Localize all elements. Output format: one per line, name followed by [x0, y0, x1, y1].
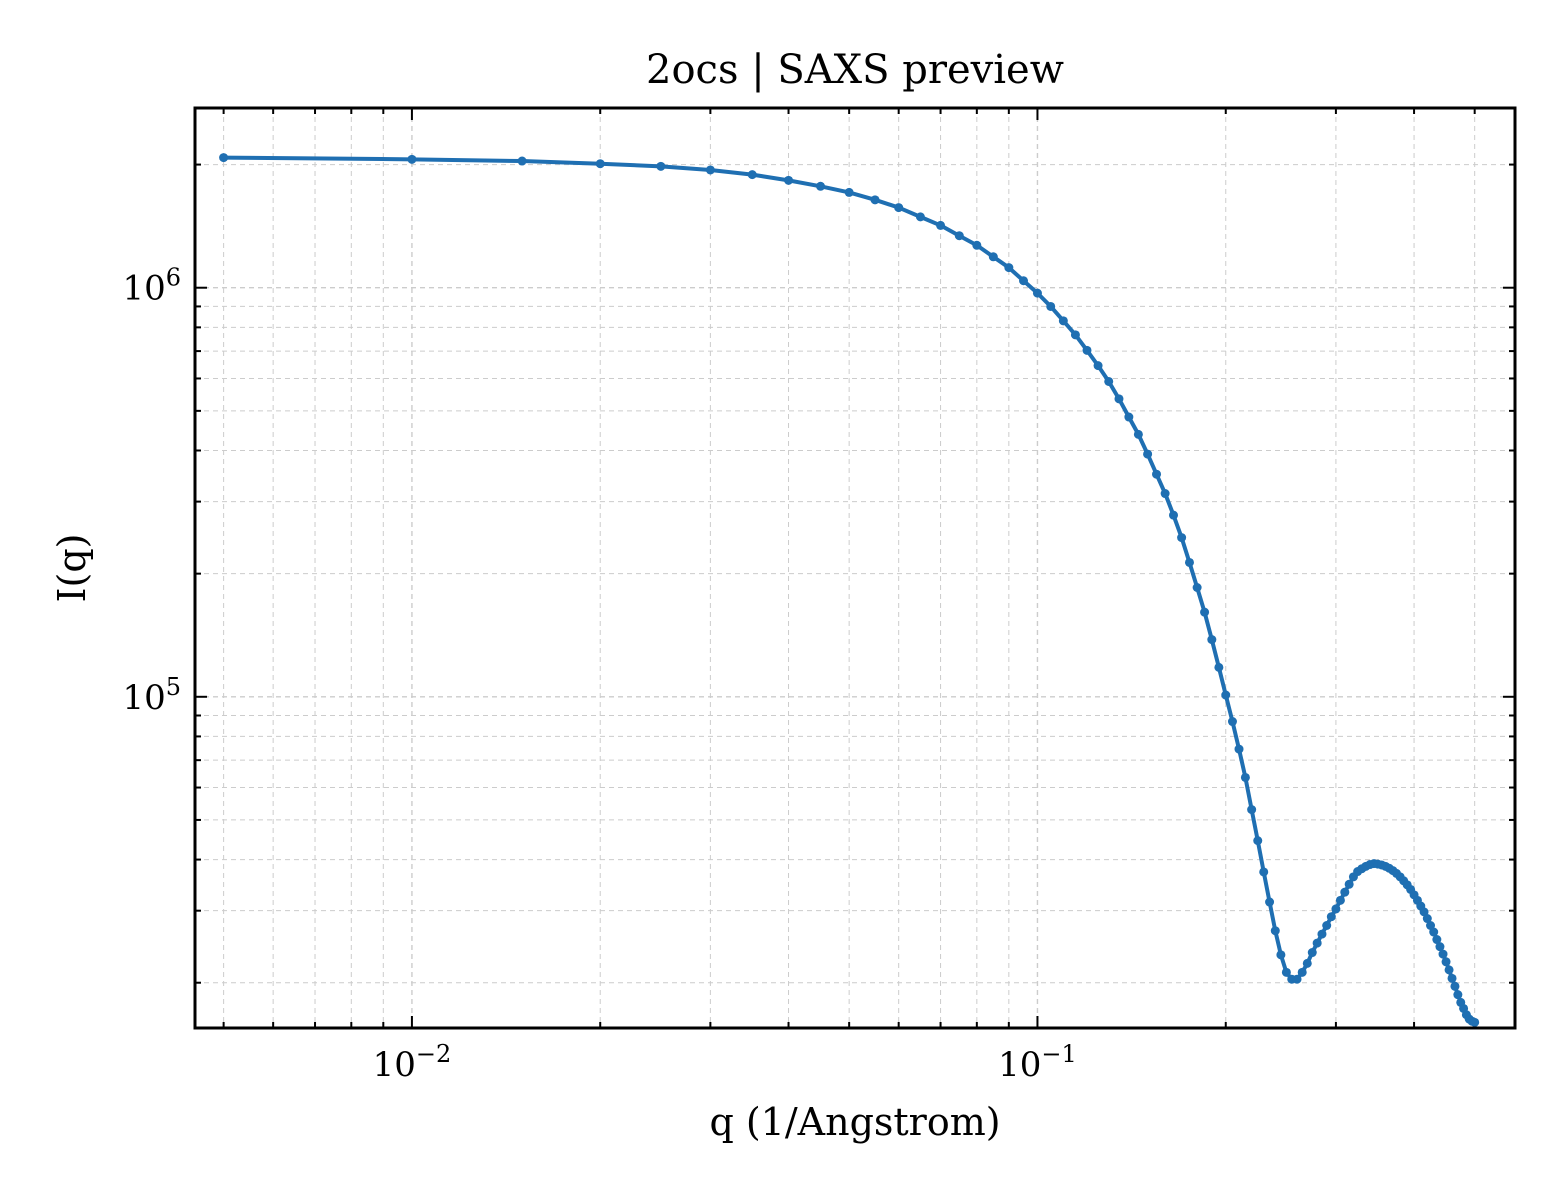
data-point: [1326, 912, 1336, 922]
data-point: [1169, 510, 1178, 520]
data-point: [1070, 330, 1080, 340]
data-point: [988, 252, 998, 262]
series-layer: [219, 153, 1480, 1027]
data-point: [1281, 967, 1291, 977]
data-point: [1143, 449, 1153, 459]
data-point: [1450, 981, 1460, 991]
data-point: [1253, 836, 1263, 846]
data-point: [1032, 288, 1042, 298]
data-point: [1340, 887, 1350, 897]
data-point: [407, 154, 417, 164]
data-point: [1276, 950, 1286, 960]
data-point: [1004, 263, 1014, 273]
data-point: [894, 203, 904, 213]
data-point: [1432, 935, 1442, 945]
data-point: [1207, 635, 1217, 645]
data-point: [1422, 914, 1432, 924]
data-point: [1429, 927, 1439, 937]
data-point: [954, 231, 964, 241]
data-point: [705, 165, 715, 175]
data-point: [1114, 394, 1124, 404]
data-point: [1441, 957, 1451, 967]
data-point: [1192, 583, 1202, 592]
data-point: [1344, 879, 1354, 889]
x-axis-title: q (1/Angstrom): [709, 1100, 1000, 1144]
data-point: [936, 220, 946, 230]
data-point: [1046, 301, 1056, 311]
data-point: [1292, 974, 1302, 984]
data-point: [656, 161, 666, 171]
x-tick-label: 10−1: [998, 1040, 1077, 1085]
data-point: [1160, 489, 1170, 499]
data-point: [1019, 276, 1029, 286]
data-point: [1214, 662, 1224, 672]
data-point: [517, 156, 527, 166]
grid-layer: [195, 108, 1515, 1028]
data-point: [1312, 938, 1322, 948]
tick-layer: 10−2 10−1 105 106: [122, 108, 1515, 1085]
data-point: [1152, 469, 1162, 479]
y-tick-label: 106: [122, 264, 181, 309]
data-point: [844, 187, 854, 197]
data-point: [747, 170, 757, 180]
plot-frame: [193, 106, 1517, 1030]
data-point: [870, 195, 880, 205]
data-point: [1435, 942, 1445, 952]
data-point: [1247, 805, 1257, 815]
data-point: [972, 240, 982, 250]
data-point: [915, 212, 925, 222]
data-point: [1058, 316, 1068, 326]
data-point: [1133, 429, 1143, 439]
y-tick-label: 105: [122, 673, 181, 718]
data-point: [1082, 345, 1092, 355]
data-point: [219, 153, 229, 163]
data-point: [784, 175, 794, 185]
data-point: [1331, 904, 1341, 914]
data-point: [1453, 990, 1463, 1000]
data-point: [1265, 897, 1275, 907]
data-point: [1240, 772, 1250, 782]
data-point: [1335, 895, 1345, 905]
data-point: [1307, 948, 1317, 958]
data-point: [1200, 607, 1210, 617]
data-point: [816, 181, 826, 191]
data-point: [1259, 867, 1269, 877]
data-point: [595, 159, 605, 169]
y-axis-title: I(q): [50, 534, 94, 603]
data-point: [1184, 557, 1194, 567]
data-point: [1234, 744, 1244, 754]
data-point: [1447, 973, 1457, 983]
data-point: [1124, 412, 1134, 422]
data-point: [1093, 361, 1103, 371]
data-point: [1444, 965, 1454, 975]
data-point: [1297, 967, 1307, 977]
data-point: [1104, 376, 1114, 386]
chart-title: 2ocs | SAXS preview: [646, 47, 1064, 93]
data-point: [1322, 921, 1332, 930]
x-tick-label: 10−2: [373, 1040, 452, 1085]
data-point: [1227, 717, 1237, 727]
data-point: [1302, 958, 1312, 968]
data-point: [1221, 690, 1231, 700]
data-point: [1177, 533, 1187, 543]
data-point: [1419, 907, 1429, 917]
data-point: [1317, 929, 1327, 939]
data-point: [1470, 1017, 1480, 1027]
data-point: [1270, 926, 1280, 936]
data-point: [1438, 949, 1448, 959]
